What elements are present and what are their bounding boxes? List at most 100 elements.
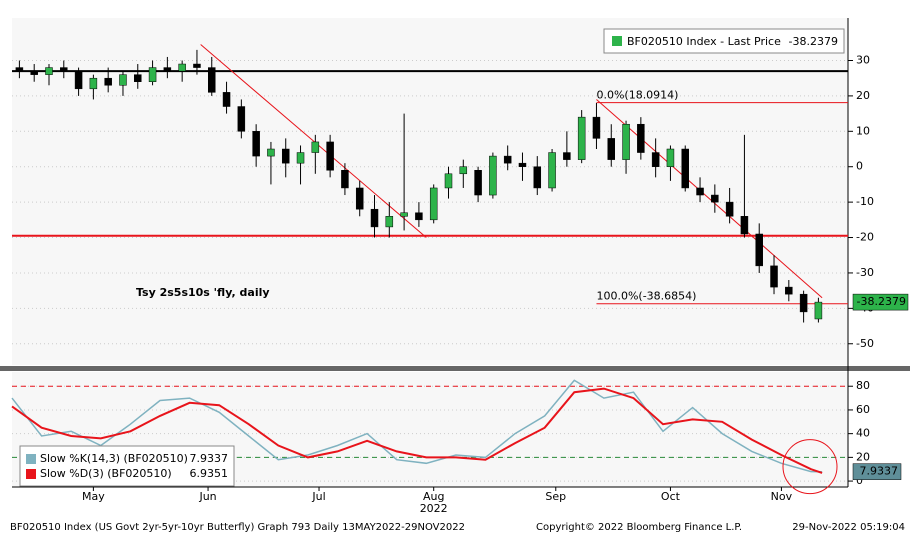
candle-body [237,106,246,132]
y-tick-label: -10 [856,195,874,208]
candle-body [429,187,438,221]
last-value-tag [852,463,902,480]
candle-body [267,148,275,157]
candle-body [370,208,379,228]
candle-body [355,187,364,210]
candle-body [607,138,616,160]
series-line [11,379,823,473]
candle-body [104,77,112,86]
candle-body [755,233,763,267]
last-price-value: -38.2379 [857,295,906,308]
y-tick-label: 30 [856,53,870,66]
y-tick-label: -50 [856,337,874,350]
legend-value: 6.9351 [190,467,229,480]
last-price-tag [852,293,909,311]
trend-line [200,44,427,238]
annotation: Tsy 2s5s10s 'fly, daily [136,286,270,299]
legend-value: -38.2379 [789,35,838,48]
candle-body [518,162,527,167]
candle-body [134,74,142,82]
legend-swatch [26,454,36,464]
candle-body [681,148,689,189]
x-tick-label: Jul [311,490,325,503]
highlight-circle [782,439,838,495]
candle-body [592,116,601,139]
panel-separator [0,366,910,371]
legend-swatch [612,36,622,46]
candle-body [60,67,68,72]
candle-body [577,116,586,160]
x-tick-label: Nov [771,490,793,503]
y-tick-label: 0 [856,160,863,173]
x-tick-label: Sep [545,490,566,503]
legend-box [19,445,235,487]
candle-body [178,63,186,72]
legend-box [603,28,845,54]
fib-label: 0.0%(18.0914) [596,89,678,102]
trend-line [596,99,823,299]
candle-body [474,170,482,196]
candle-body [489,155,497,196]
y-tick-label: 20 [856,89,870,102]
candle-body [311,141,320,153]
candle-body [222,92,231,107]
legend-swatch [26,469,36,479]
candle-body [814,301,823,320]
candle-body [281,148,290,164]
legend-label: Slow %D(3) (BF020510) [40,467,172,480]
y-tick-label: 20 [856,450,870,463]
x-tick-label: Jun [198,490,216,503]
candle-body [208,67,216,93]
candle-body [444,173,453,189]
last-value: 7.9337 [860,465,899,478]
candle-body [799,293,808,313]
y-tick-label: 0 [856,474,863,487]
legend-value: 7.9337 [190,452,229,465]
candle-body [696,187,704,196]
legend-label: Slow %K(14,3) (BF020510) [40,452,188,465]
candle-body [666,148,675,167]
candle-body [74,70,83,90]
candle-body [45,67,53,75]
x-tick-label: Aug [423,490,444,503]
candle-body [341,170,349,189]
candle-body [296,152,305,164]
candle-body [148,67,157,82]
footer-middle: Copyright© 2022 Bloomberg Finance L.P. [536,522,742,533]
x-axis-year: 2022 [420,502,448,515]
candle-body [400,212,408,217]
candle-body [385,216,394,228]
candle-body [415,212,423,221]
x-tick-label: May [82,490,105,503]
candle-body [15,67,24,72]
candle-body [30,70,38,75]
candle-body [326,141,334,171]
y-tick-label: 60 [856,403,870,416]
series-line [11,387,823,474]
legend-label: BF020510 Index - Last Price [627,35,781,48]
candle-body [725,201,734,217]
candle-body [548,152,556,189]
candle-body [503,155,512,164]
candle-body [622,123,630,160]
footer-right: 29-Nov-2022 05:19:04 [792,522,905,533]
y-tick-label: -30 [856,266,874,279]
y-tick-label: -20 [856,231,874,244]
candle-body [533,166,542,189]
candle-body [770,265,778,288]
candle-body [163,67,172,72]
candle-body [785,286,793,295]
candle-body [740,216,749,235]
candle-body [89,77,98,90]
fib-label: 100.0%(-38.6854) [596,290,696,303]
y-tick-label: 10 [856,124,870,137]
y-tick-label: 80 [856,379,870,392]
y-tick-label: 40 [856,427,870,440]
candle-body [651,152,660,167]
candle-body [711,194,719,203]
candle-body [193,63,201,68]
candle-body [459,166,468,175]
x-tick-label: Oct [661,490,681,503]
